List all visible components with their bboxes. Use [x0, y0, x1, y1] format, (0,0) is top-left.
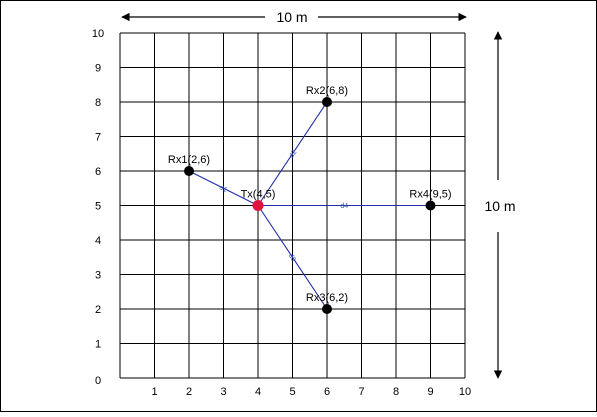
link-line-d3 — [257, 205, 328, 310]
link-label-d2: d2 — [288, 149, 298, 159]
link-line-d1 — [188, 170, 259, 206]
y-tick-label: 6 — [95, 166, 101, 178]
nodes: Rx1(2,6) Rx2(6,8) Rx3(6,2) Rx4(9,5) Tx(4,5) — [168, 85, 452, 314]
links: d1 d2 d3 d4 — [188, 101, 431, 310]
y-tick-label: 10 — [92, 28, 104, 40]
x-tick-label: 7 — [358, 386, 364, 398]
link-label-d1: d1 — [218, 184, 228, 194]
y-tick-label: 4 — [95, 235, 101, 247]
y-tick-label: 1 — [95, 339, 101, 351]
receiver-node-3 — [322, 304, 332, 314]
y-tick-labels: 0 1 2 3 4 5 6 7 8 9 10 — [92, 28, 104, 387]
receiver-label-1: Rx1(2,6) — [168, 154, 210, 166]
y-tick-label: 3 — [95, 270, 101, 282]
link-line-d2 — [257, 101, 328, 206]
receiver-label-4: Rx4(9,5) — [409, 189, 451, 201]
x-tick-label: 3 — [220, 386, 226, 398]
y-tick-label: 2 — [95, 304, 101, 316]
receiver-label-3: Rx3(6,2) — [306, 292, 348, 304]
link-label-d3: d3 — [287, 253, 297, 263]
height-dimension-label: 10 m — [484, 198, 515, 214]
link-label-d4: d4 — [340, 203, 348, 210]
x-tick-label: 9 — [427, 386, 433, 398]
receiver-node-2 — [322, 97, 332, 107]
receiver-node-1 — [184, 166, 194, 176]
receiver-label-2: Rx2(6,8) — [306, 85, 348, 97]
transmitter-label: Tx(4,5) — [241, 189, 276, 201]
transmitter-node — [252, 200, 264, 211]
x-tick-label: 6 — [324, 386, 330, 398]
x-tick-label: 1 — [151, 386, 157, 398]
width-dimension-label: 10 m — [276, 9, 307, 25]
y-tick-label: 9 — [95, 63, 101, 75]
x-tick-label: 5 — [289, 386, 295, 398]
y-tick-label: 8 — [95, 97, 101, 109]
y-tick-label: 0 — [95, 375, 101, 387]
x-tick-label: 4 — [255, 386, 261, 398]
receiver-node-4 — [425, 200, 436, 211]
y-tick-label: 5 — [95, 201, 101, 213]
x-tick-label: 10 — [459, 386, 471, 398]
x-tick-label: 2 — [186, 386, 192, 398]
x-tick-labels: 1 2 3 4 5 6 7 8 9 10 — [151, 386, 471, 398]
x-tick-label: 8 — [393, 386, 399, 398]
y-tick-label: 7 — [95, 132, 101, 144]
